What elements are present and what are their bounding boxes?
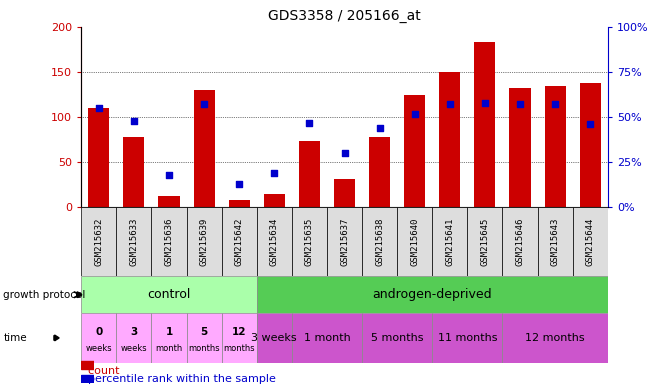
Point <box>199 101 209 108</box>
Text: weeks: weeks <box>121 344 147 353</box>
Bar <box>257 276 608 313</box>
Text: 12: 12 <box>232 327 246 337</box>
Text: 5 months: 5 months <box>371 333 423 343</box>
Text: 3 weeks: 3 weeks <box>252 333 297 343</box>
Point <box>94 105 104 111</box>
Point <box>445 101 455 108</box>
Point <box>269 170 280 176</box>
Bar <box>264 194 285 207</box>
Bar <box>151 207 187 276</box>
Text: GSM215638: GSM215638 <box>375 218 384 266</box>
Text: count: count <box>81 366 120 376</box>
Bar <box>502 313 608 363</box>
Bar <box>545 86 566 207</box>
Bar <box>362 313 432 363</box>
Text: GSM215644: GSM215644 <box>586 218 595 266</box>
Point <box>515 101 525 108</box>
Bar <box>467 207 502 276</box>
Bar <box>362 207 397 276</box>
Point <box>304 119 315 126</box>
Text: GSM215645: GSM215645 <box>480 218 489 266</box>
Text: 11 months: 11 months <box>437 333 497 343</box>
Bar <box>292 207 327 276</box>
Title: GDS3358 / 205166_at: GDS3358 / 205166_at <box>268 9 421 23</box>
Bar <box>327 207 362 276</box>
Bar <box>81 361 94 369</box>
Bar <box>299 141 320 207</box>
Bar <box>88 108 109 207</box>
Text: control: control <box>148 288 190 301</box>
Text: 5: 5 <box>200 327 208 337</box>
Text: GSM215643: GSM215643 <box>551 218 560 266</box>
Text: 3: 3 <box>130 327 138 337</box>
Bar <box>81 207 116 276</box>
Text: GSM215640: GSM215640 <box>410 218 419 266</box>
Bar <box>439 72 460 207</box>
Bar <box>257 207 292 276</box>
Bar <box>404 96 425 207</box>
Bar <box>334 179 355 207</box>
Bar <box>538 207 573 276</box>
Text: GSM215642: GSM215642 <box>235 218 244 266</box>
Text: growth protocol: growth protocol <box>3 290 86 300</box>
Text: weeks: weeks <box>86 344 112 353</box>
Bar <box>159 195 179 207</box>
Bar <box>151 313 187 363</box>
Text: 0: 0 <box>95 327 103 337</box>
Point <box>129 118 139 124</box>
Bar <box>397 207 432 276</box>
Bar <box>580 83 601 207</box>
Bar <box>432 207 467 276</box>
Bar <box>116 313 151 363</box>
Bar <box>573 207 608 276</box>
Text: GSM215632: GSM215632 <box>94 218 103 266</box>
Bar <box>222 207 257 276</box>
Point <box>550 101 560 108</box>
Bar <box>474 42 495 207</box>
Bar <box>222 313 257 363</box>
Point <box>585 121 595 127</box>
Bar <box>194 90 214 207</box>
Point <box>234 181 244 187</box>
Bar <box>81 375 94 383</box>
Text: GSM215636: GSM215636 <box>164 218 174 266</box>
Text: GSM215635: GSM215635 <box>305 218 314 266</box>
Bar <box>187 313 222 363</box>
Text: GSM215639: GSM215639 <box>200 218 209 266</box>
Text: 12 months: 12 months <box>525 333 585 343</box>
Bar <box>229 200 250 207</box>
Bar <box>432 313 502 363</box>
Text: GSM215634: GSM215634 <box>270 218 279 266</box>
Text: month: month <box>155 344 183 353</box>
Text: GSM215641: GSM215641 <box>445 218 454 266</box>
Text: GSM215646: GSM215646 <box>515 218 525 266</box>
Text: time: time <box>3 333 27 343</box>
Point <box>374 125 385 131</box>
Text: months: months <box>188 344 220 353</box>
Bar <box>124 137 144 207</box>
Bar <box>510 88 530 207</box>
Bar <box>502 207 538 276</box>
Text: GSM215637: GSM215637 <box>340 218 349 266</box>
Bar <box>187 207 222 276</box>
Text: months: months <box>224 344 255 353</box>
Text: GSM215633: GSM215633 <box>129 218 138 266</box>
Point <box>410 111 420 117</box>
Bar <box>292 313 362 363</box>
Bar <box>369 137 390 207</box>
Point <box>480 99 490 106</box>
Text: 1: 1 <box>165 327 173 337</box>
Bar <box>116 207 151 276</box>
Point <box>339 150 350 156</box>
Bar <box>81 313 116 363</box>
Text: 1 month: 1 month <box>304 333 350 343</box>
Bar <box>257 313 292 363</box>
Text: percentile rank within the sample: percentile rank within the sample <box>81 374 276 384</box>
Point <box>164 172 174 178</box>
Text: androgen-deprived: androgen-deprived <box>372 288 492 301</box>
Bar <box>81 276 257 313</box>
